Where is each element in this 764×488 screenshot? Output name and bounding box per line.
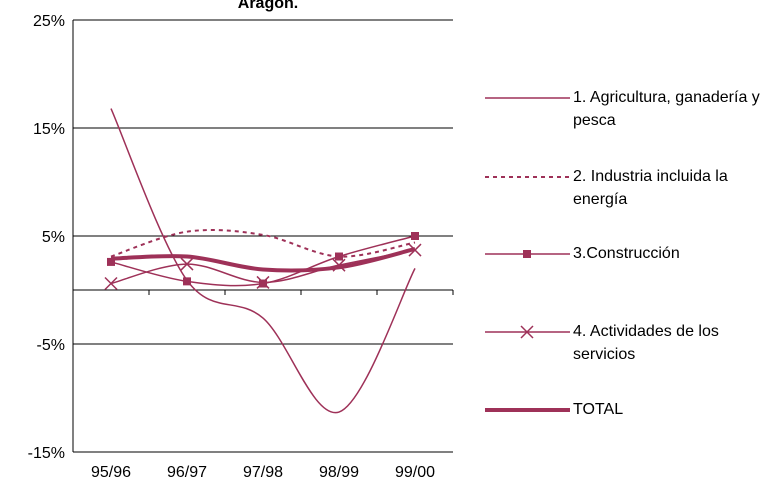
legend-label: 4. Actividades de los servicios xyxy=(573,323,719,363)
series-line xyxy=(110,108,416,414)
marker xyxy=(180,257,194,271)
x-tick-label: 98/99 xyxy=(319,464,359,481)
y-tick-label: -15% xyxy=(28,445,65,462)
marker xyxy=(411,232,419,240)
marker xyxy=(104,276,118,291)
marker xyxy=(256,275,270,289)
marker xyxy=(183,277,191,286)
y-tick-label: 25% xyxy=(33,13,65,30)
legend-label: 2. Industria incluida la energía xyxy=(573,168,728,208)
marker xyxy=(523,250,531,258)
x-tick-label: 99/00 xyxy=(395,464,435,481)
legend-label: TOTAL xyxy=(573,401,624,418)
x-tick-label: 97/98 xyxy=(243,464,283,481)
marker xyxy=(520,325,534,339)
chart-title: Aragón. xyxy=(238,0,298,12)
series-line xyxy=(110,229,416,258)
marker xyxy=(259,279,267,288)
y-tick-label: 15% xyxy=(33,121,65,138)
y-tick-label: 5% xyxy=(42,229,65,246)
legend-label: 3.Construcción xyxy=(573,245,680,262)
marker xyxy=(335,252,343,261)
x-tick-label: 95/96 xyxy=(91,464,131,481)
x-tick-label: 96/97 xyxy=(167,464,207,481)
marker xyxy=(107,257,115,266)
legend-label: 1. Agricultura, ganadería y pesca xyxy=(573,89,760,129)
y-tick-label: -5% xyxy=(37,337,65,354)
series-line xyxy=(110,247,416,273)
